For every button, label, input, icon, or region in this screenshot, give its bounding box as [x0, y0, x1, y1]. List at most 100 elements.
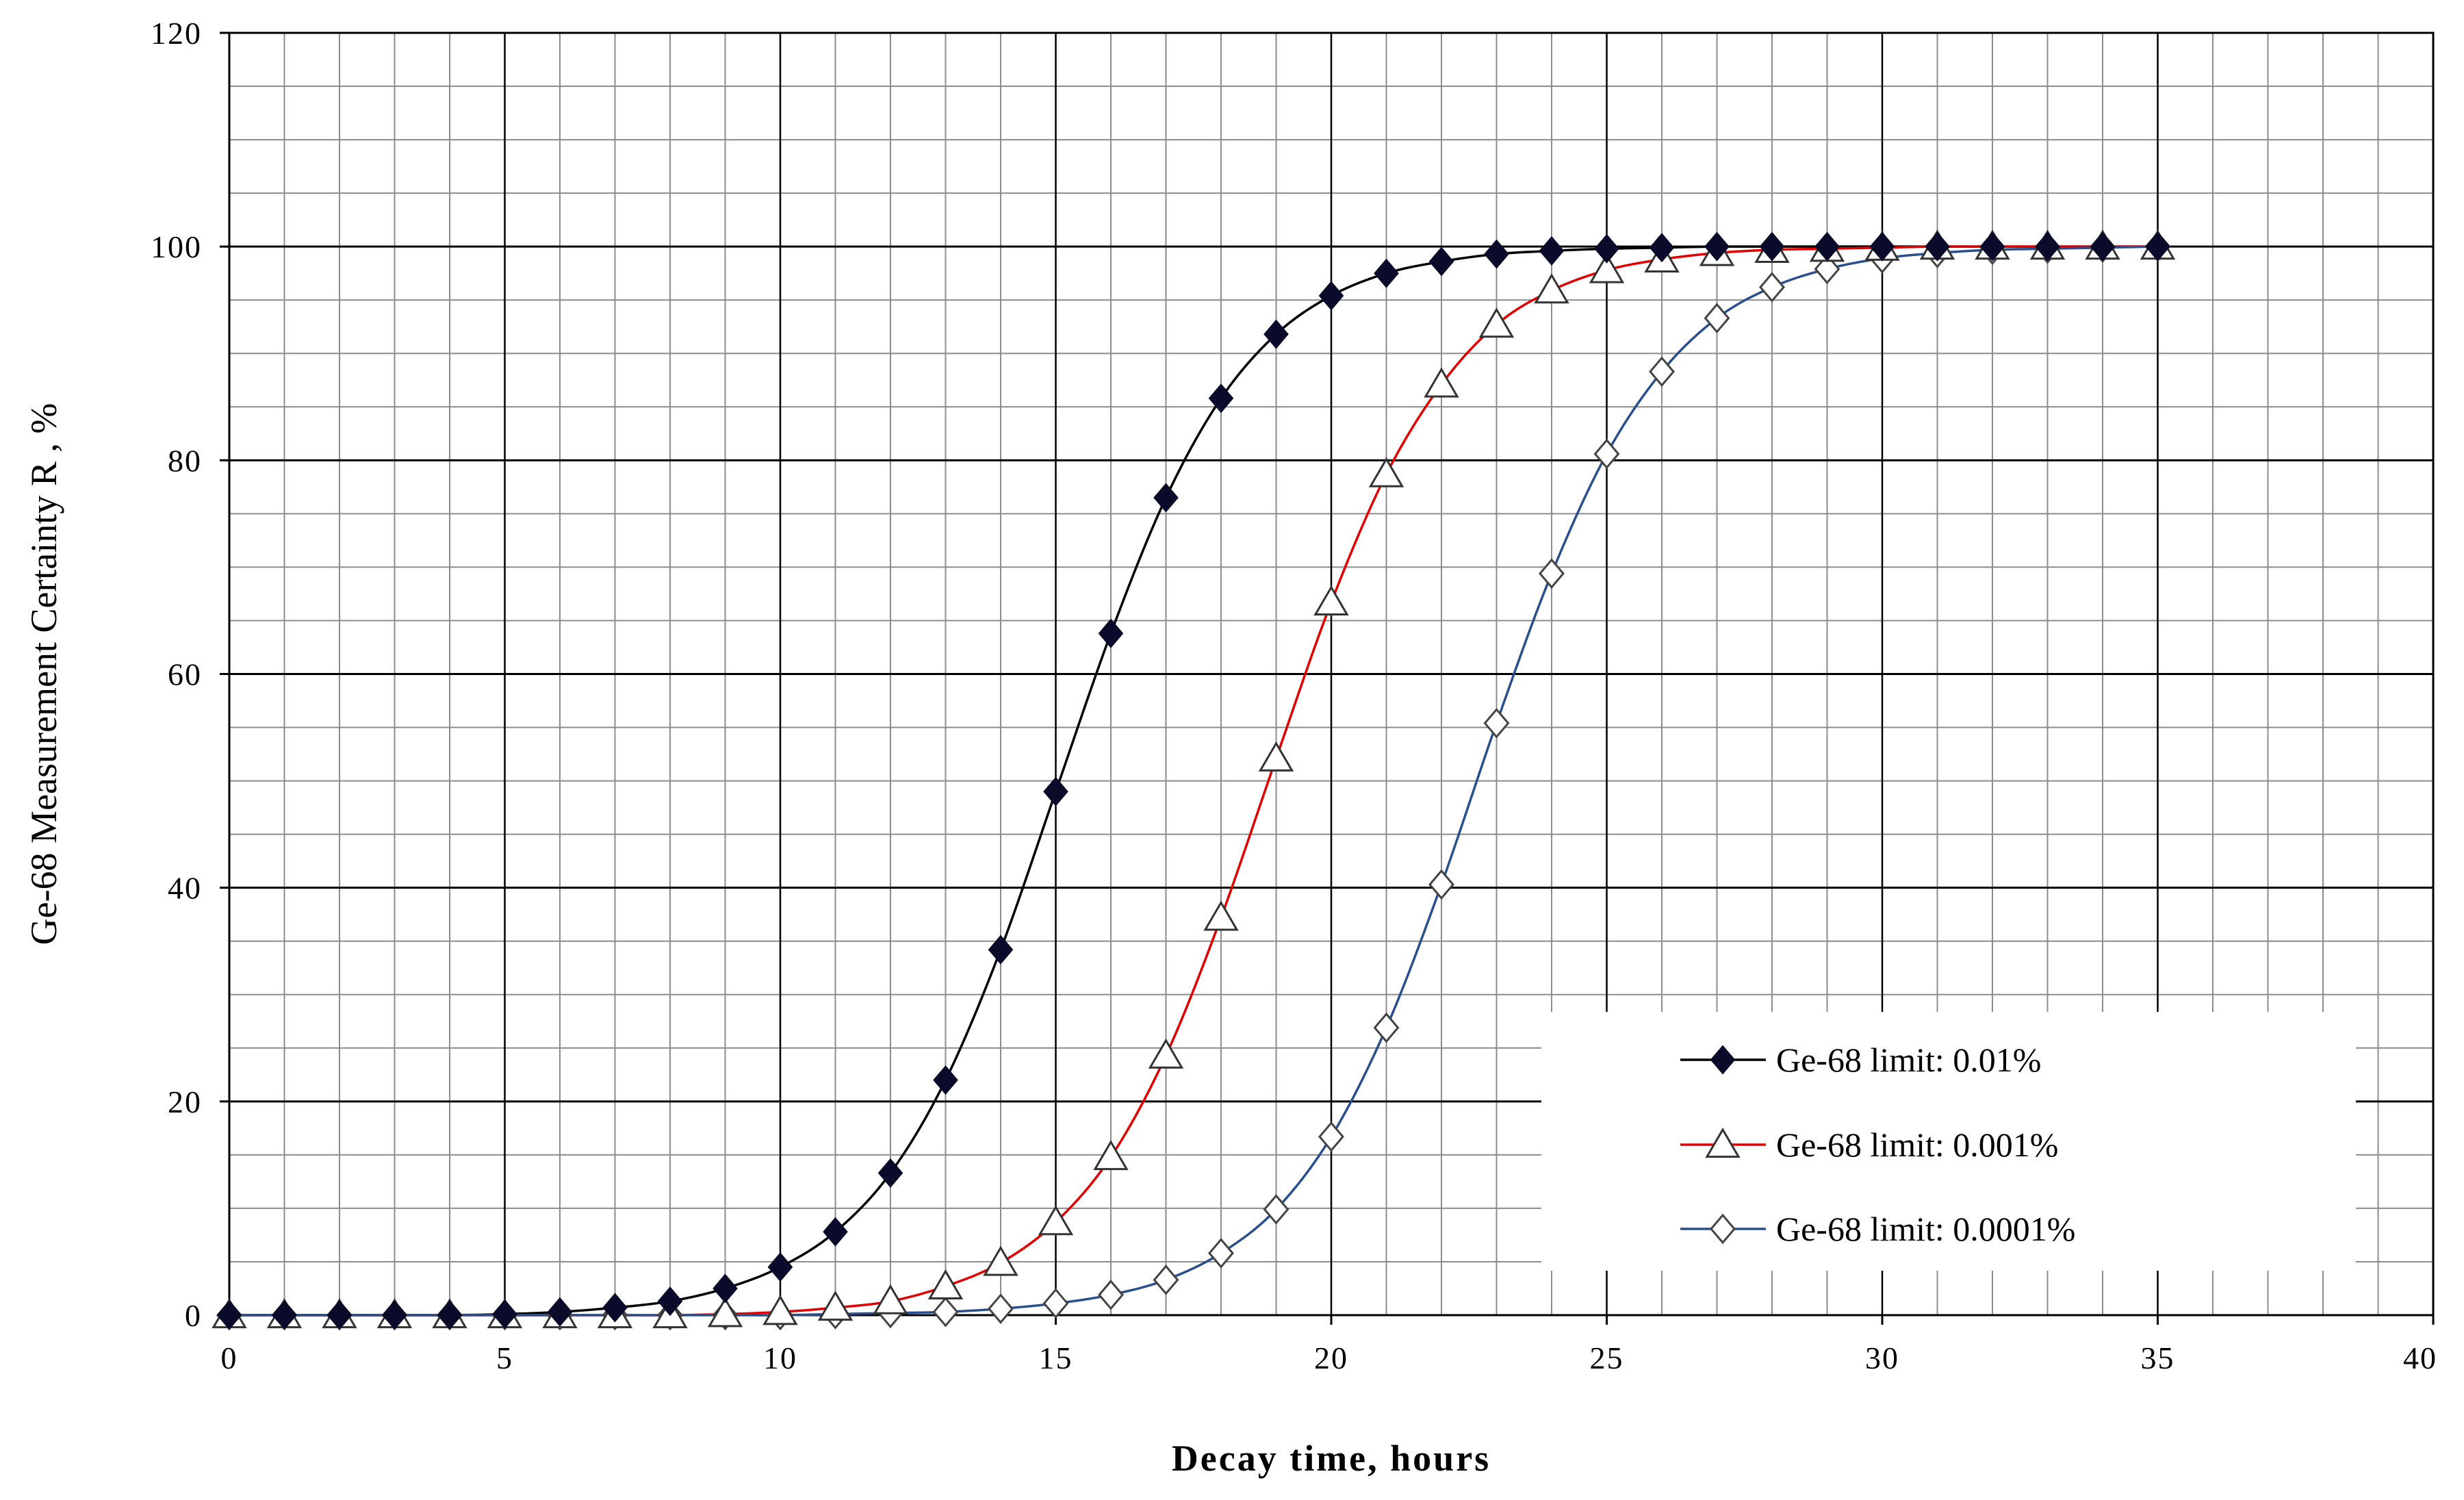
data-point: [437, 1300, 463, 1330]
data-point: [1318, 1121, 1344, 1152]
data-point: [1208, 1238, 1234, 1269]
data-point: [1203, 900, 1239, 931]
data-point: [1374, 258, 1399, 288]
x-axis-tick-labels: 0 5 10 15 20 25 30 35 40: [221, 1340, 2437, 1375]
data-point: [933, 1065, 958, 1095]
x-tick-label: 20: [1314, 1340, 1348, 1375]
data-point: [1318, 281, 1344, 311]
y-tick-label: 100: [151, 229, 202, 264]
legend-item-1: Ge-68 limit: 0.01%: [1680, 1041, 2041, 1079]
data-point: [1313, 585, 1349, 616]
data-point: [2090, 231, 2116, 262]
x-tick-label: 40: [2403, 1340, 2437, 1375]
data-point: [1153, 483, 1179, 513]
data-point: [1814, 253, 1840, 285]
data-point: [817, 1291, 854, 1321]
series-1-points: [216, 231, 2170, 1330]
y-tick-label: 60: [168, 657, 202, 692]
data-point: [1098, 618, 1124, 648]
data-point: [1869, 231, 1895, 262]
data-point: [1098, 1280, 1124, 1310]
data-point: [877, 1158, 903, 1188]
data-point: [1594, 233, 1619, 264]
data-point: [382, 1300, 407, 1330]
series-1: [229, 245, 2158, 1317]
legend-label: Ge-68 limit: 0.01%: [1776, 1041, 2041, 1079]
y-tick-label: 120: [151, 16, 202, 51]
data-point: [1483, 707, 1510, 739]
data-point: [547, 1297, 573, 1327]
data-point: [988, 1293, 1014, 1324]
data-point: [1038, 1205, 1074, 1236]
data-point: [1424, 367, 1459, 398]
x-tick-label: 10: [763, 1340, 797, 1375]
data-point: [707, 1297, 743, 1327]
data-point: [927, 1269, 964, 1299]
data-point: [1042, 1288, 1069, 1319]
data-point: [326, 1300, 352, 1330]
x-tick-label: 35: [2141, 1340, 2175, 1375]
data-point: [988, 935, 1014, 965]
x-tick-label: 25: [1590, 1340, 1624, 1375]
legend-box: [1541, 1012, 2356, 1271]
data-point: [1368, 457, 1404, 487]
data-point: [873, 1284, 908, 1314]
data-point: [1759, 231, 1785, 262]
legend-label: Ge-68 limit: 0.0001%: [1776, 1210, 2075, 1248]
data-point: [1589, 253, 1625, 283]
data-point: [823, 1217, 848, 1247]
data-point: [216, 1300, 242, 1330]
data-point: [1093, 1140, 1129, 1171]
data-point: [1979, 231, 2005, 262]
legend-item-3: Ge-68 limit: 0.0001%: [1680, 1210, 2075, 1248]
x-tick-label: 0: [221, 1340, 238, 1375]
data-point: [1539, 558, 1565, 589]
data-point: [1373, 1012, 1400, 1043]
data-point: [1704, 303, 1730, 334]
data-point: [1258, 741, 1294, 772]
data-point: [762, 1295, 798, 1325]
data-point: [602, 1293, 628, 1323]
data-point: [1208, 383, 1234, 414]
data-point: [983, 1245, 1018, 1276]
data-point: [1484, 239, 1509, 269]
data-point: [1814, 231, 1840, 262]
legend-marker: [1710, 1213, 1736, 1245]
data-point: [932, 1297, 959, 1327]
y-axis-title: Ge-68 Measurement Certainty R , %: [23, 403, 64, 945]
data-point: [1478, 307, 1515, 338]
legend: Ge-68 limit: 0.01% Ge-68 limit: 0.001% Ge-…: [1541, 1012, 2356, 1271]
data-point: [492, 1299, 517, 1329]
data-point: [657, 1286, 683, 1317]
x-tick-label: 15: [1039, 1340, 1073, 1375]
series-line: [229, 245, 2158, 1317]
data-point: [1925, 231, 1950, 262]
legend-marker: [1710, 1045, 1736, 1075]
data-point: [1759, 272, 1785, 303]
data-point: [2035, 231, 2060, 262]
data-point: [1593, 438, 1620, 470]
data-point: [1649, 233, 1675, 263]
data-point: [1649, 356, 1675, 387]
data-point: [1428, 246, 1454, 277]
data-point: [1263, 319, 1289, 349]
data-point: [1534, 273, 1569, 304]
y-tick-label: 40: [168, 871, 202, 906]
x-tick-label: 5: [496, 1340, 513, 1375]
data-point: [1263, 1194, 1289, 1225]
y-axis-tick-labels: 0 20 40 60 80 100 120: [151, 16, 202, 1333]
legend-label: Ge-68 limit: 0.001%: [1776, 1126, 2058, 1164]
data-point: [1043, 776, 1068, 806]
x-tick-label: 30: [1865, 1340, 1899, 1375]
legend-item-2: Ge-68 limit: 0.001%: [1680, 1126, 2058, 1164]
data-point: [713, 1273, 738, 1304]
data-point: [1539, 236, 1565, 266]
data-point: [1428, 869, 1454, 900]
legend-marker: [1705, 1128, 1741, 1158]
data-point: [1704, 231, 1730, 262]
series-layer: [211, 229, 2176, 1331]
y-tick-label: 0: [185, 1298, 202, 1333]
data-point: [767, 1252, 793, 1282]
data-point: [1153, 1264, 1179, 1295]
